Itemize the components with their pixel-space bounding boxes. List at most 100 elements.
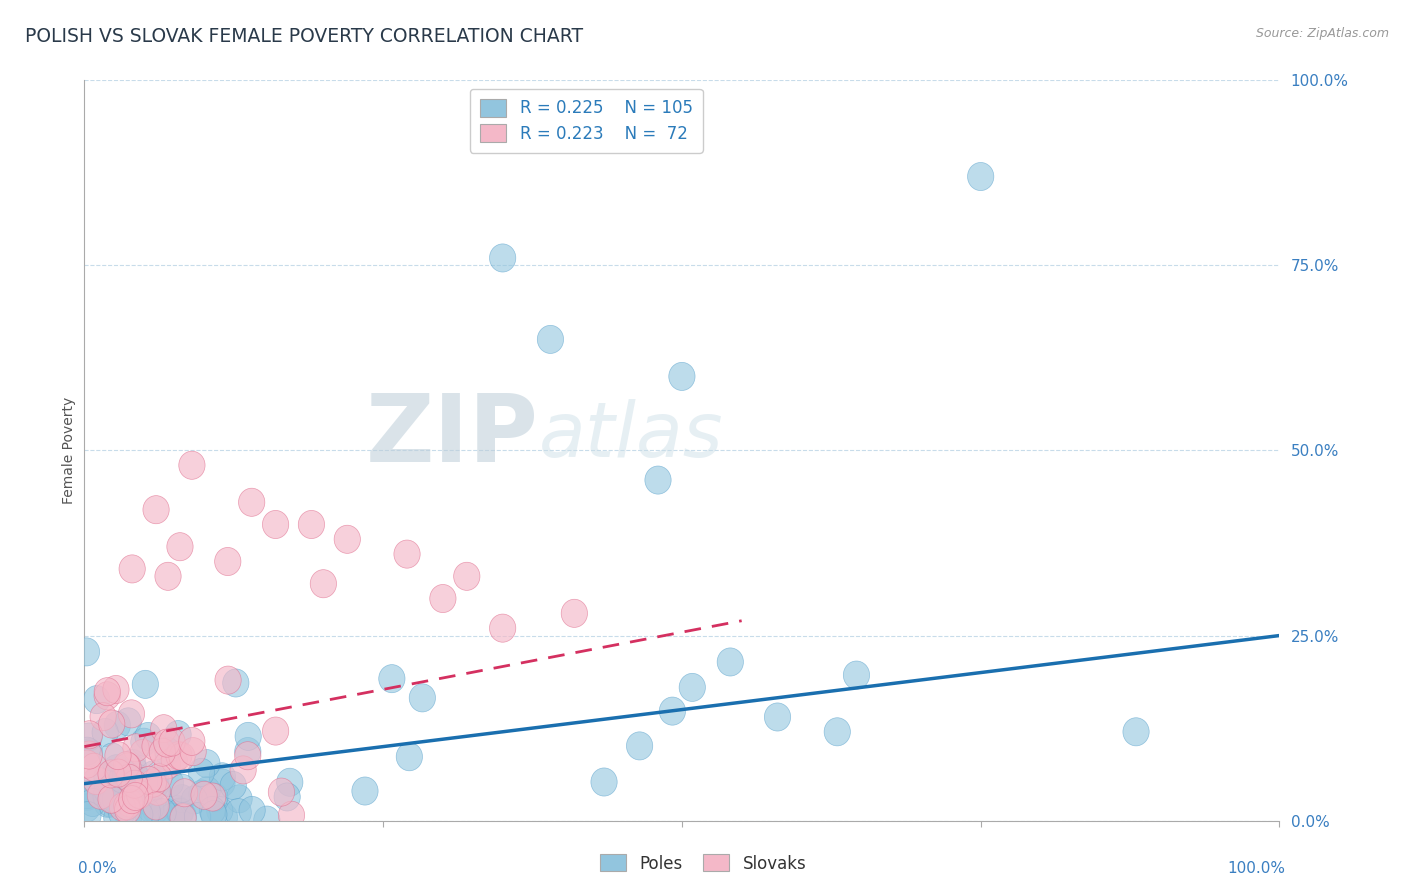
Ellipse shape <box>112 760 139 788</box>
Ellipse shape <box>143 496 169 524</box>
Ellipse shape <box>93 782 120 811</box>
Ellipse shape <box>127 780 153 808</box>
Ellipse shape <box>76 741 103 769</box>
Ellipse shape <box>169 742 195 771</box>
Ellipse shape <box>80 753 107 781</box>
Ellipse shape <box>115 803 142 831</box>
Ellipse shape <box>124 764 149 792</box>
Ellipse shape <box>120 749 146 778</box>
Ellipse shape <box>98 743 125 772</box>
Ellipse shape <box>396 743 422 771</box>
Ellipse shape <box>103 789 129 817</box>
Ellipse shape <box>91 718 118 747</box>
Ellipse shape <box>118 776 145 805</box>
Ellipse shape <box>153 729 180 757</box>
Ellipse shape <box>215 548 240 575</box>
Ellipse shape <box>172 779 198 807</box>
Ellipse shape <box>138 795 163 822</box>
Ellipse shape <box>129 739 156 767</box>
Ellipse shape <box>165 796 191 823</box>
Ellipse shape <box>94 763 120 791</box>
Ellipse shape <box>83 766 110 795</box>
Ellipse shape <box>278 801 305 830</box>
Ellipse shape <box>105 759 131 787</box>
Ellipse shape <box>122 734 149 762</box>
Ellipse shape <box>114 796 141 823</box>
Ellipse shape <box>132 670 159 698</box>
Ellipse shape <box>253 806 280 834</box>
Ellipse shape <box>142 772 169 799</box>
Ellipse shape <box>645 466 671 494</box>
Ellipse shape <box>87 781 114 809</box>
Ellipse shape <box>169 774 195 803</box>
Ellipse shape <box>155 751 180 779</box>
Ellipse shape <box>100 785 127 814</box>
Ellipse shape <box>239 797 266 824</box>
Ellipse shape <box>120 555 145 583</box>
Ellipse shape <box>765 703 790 731</box>
Ellipse shape <box>80 789 105 816</box>
Ellipse shape <box>277 768 302 797</box>
Ellipse shape <box>263 717 288 745</box>
Ellipse shape <box>114 792 141 820</box>
Ellipse shape <box>115 753 141 781</box>
Ellipse shape <box>155 562 181 591</box>
Ellipse shape <box>143 767 169 795</box>
Ellipse shape <box>75 802 101 830</box>
Ellipse shape <box>121 756 148 783</box>
Ellipse shape <box>167 798 194 826</box>
Ellipse shape <box>165 721 191 748</box>
Ellipse shape <box>94 776 120 805</box>
Ellipse shape <box>180 738 207 765</box>
Ellipse shape <box>669 362 695 391</box>
Text: POLISH VS SLOVAK FEMALE POVERTY CORRELATION CHART: POLISH VS SLOVAK FEMALE POVERTY CORRELAT… <box>25 27 583 45</box>
Ellipse shape <box>103 675 129 704</box>
Ellipse shape <box>94 789 121 817</box>
Text: Source: ZipAtlas.com: Source: ZipAtlas.com <box>1256 27 1389 40</box>
Ellipse shape <box>394 540 420 568</box>
Ellipse shape <box>136 766 162 795</box>
Ellipse shape <box>98 710 125 738</box>
Ellipse shape <box>222 669 249 697</box>
Ellipse shape <box>378 665 405 693</box>
Ellipse shape <box>112 760 139 789</box>
Ellipse shape <box>844 661 870 690</box>
Ellipse shape <box>75 750 100 778</box>
Ellipse shape <box>110 789 136 817</box>
Ellipse shape <box>117 764 142 792</box>
Legend: Poles, Slovaks: Poles, Slovaks <box>593 847 813 880</box>
Ellipse shape <box>170 804 197 832</box>
Ellipse shape <box>201 800 226 829</box>
Ellipse shape <box>181 786 208 814</box>
Ellipse shape <box>679 673 706 701</box>
Ellipse shape <box>108 799 135 827</box>
Ellipse shape <box>104 711 131 739</box>
Ellipse shape <box>335 525 360 553</box>
Ellipse shape <box>215 666 242 694</box>
Ellipse shape <box>211 803 238 831</box>
Ellipse shape <box>108 765 135 793</box>
Ellipse shape <box>111 792 136 820</box>
Ellipse shape <box>235 723 262 750</box>
Ellipse shape <box>169 785 195 813</box>
Ellipse shape <box>83 768 110 796</box>
Ellipse shape <box>110 788 135 815</box>
Ellipse shape <box>97 789 124 817</box>
Ellipse shape <box>103 785 128 814</box>
Ellipse shape <box>83 686 110 714</box>
Ellipse shape <box>135 723 162 750</box>
Legend: R = 0.225    N = 105, R = 0.223    N =  72: R = 0.225 N = 105, R = 0.223 N = 72 <box>470 88 703 153</box>
Ellipse shape <box>717 648 744 676</box>
Ellipse shape <box>194 777 221 805</box>
Ellipse shape <box>94 678 121 706</box>
Ellipse shape <box>561 599 588 627</box>
Ellipse shape <box>76 739 103 767</box>
Ellipse shape <box>231 756 256 784</box>
Text: 0.0%: 0.0% <box>79 862 117 876</box>
Text: atlas: atlas <box>538 399 723 473</box>
Ellipse shape <box>98 760 124 788</box>
Ellipse shape <box>132 775 159 804</box>
Ellipse shape <box>1123 718 1149 746</box>
Ellipse shape <box>94 681 121 710</box>
Ellipse shape <box>90 703 117 731</box>
